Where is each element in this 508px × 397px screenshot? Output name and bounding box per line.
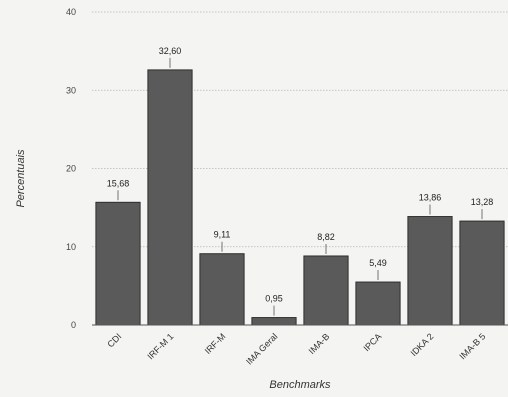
value-label: 9,11 bbox=[214, 230, 231, 240]
bar bbox=[303, 255, 349, 326]
category-label: IRF-M 1 bbox=[145, 331, 175, 361]
x-axis-title: Benchmarks bbox=[269, 379, 331, 391]
value-label: 13,86 bbox=[419, 193, 442, 203]
category-label: IMA-B bbox=[307, 331, 332, 356]
value-label: 8,82 bbox=[317, 232, 335, 242]
y-tick-label: 30 bbox=[66, 85, 76, 95]
category-label: IMA-B 5 bbox=[457, 331, 487, 361]
bar bbox=[251, 317, 297, 326]
bar bbox=[355, 281, 401, 326]
category-label: CDI bbox=[105, 331, 123, 349]
category-label: IDKA 2 bbox=[409, 331, 436, 358]
bars bbox=[95, 69, 505, 326]
value-label: 15,68 bbox=[107, 178, 130, 188]
y-axis-ticks: 0 10 20 30 40 bbox=[66, 7, 76, 330]
category-label: IMA Geral bbox=[244, 331, 279, 366]
y-tick-label: 20 bbox=[66, 164, 76, 174]
bar bbox=[407, 216, 453, 326]
bar bbox=[459, 220, 505, 326]
bar bbox=[199, 253, 245, 326]
value-label: 0,95 bbox=[265, 294, 283, 304]
category-label: IPCA bbox=[361, 331, 383, 353]
value-label: 5,49 bbox=[369, 258, 387, 268]
bar bbox=[95, 201, 141, 326]
y-tick-label: 40 bbox=[66, 7, 76, 17]
y-tick-label: 10 bbox=[66, 242, 76, 252]
y-axis-title: Percentuais bbox=[15, 149, 27, 208]
value-label: 32,60 bbox=[159, 46, 182, 56]
bar bbox=[147, 69, 193, 326]
value-connectors bbox=[117, 57, 483, 316]
value-labels: 15,68 32,60 9,11 0,95 8,82 5,49 13,86 13,28 bbox=[107, 46, 494, 304]
y-tick-label: 0 bbox=[71, 320, 76, 330]
value-label: 13,28 bbox=[471, 197, 494, 207]
category-label: IRF-M bbox=[203, 331, 228, 356]
category-labels: CDI IRF-M 1 IRF-M IMA Geral IMA-B IPCA IDKA 2 I… bbox=[105, 331, 487, 366]
